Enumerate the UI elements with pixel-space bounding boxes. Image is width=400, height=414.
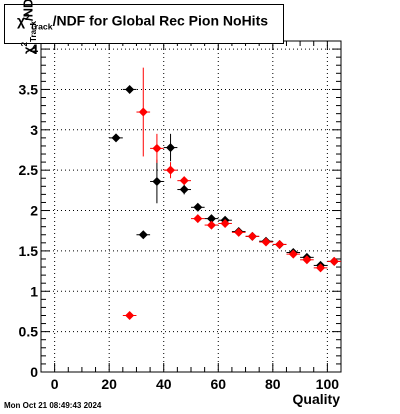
point-marker: [247, 231, 257, 241]
data-point: [218, 218, 232, 228]
point-marker: [206, 220, 216, 230]
data-point: [109, 133, 123, 143]
x-axis-label: Quality: [292, 391, 340, 407]
data-point: [245, 231, 260, 241]
data-point: [259, 237, 273, 247]
timestamp: Mon Oct 21 08:49:43 2024: [4, 401, 102, 410]
point-marker: [234, 227, 244, 237]
data-point: [327, 256, 341, 266]
point-marker: [316, 263, 326, 273]
ylabel-sub: Track: [28, 21, 38, 43]
x-tick-label: 20: [101, 376, 117, 392]
data-point: [122, 84, 137, 94]
data-point: [150, 159, 164, 204]
y-tick-label: 4: [30, 41, 38, 57]
point-marker: [193, 202, 203, 212]
data-point: [163, 133, 178, 162]
plot-frame: [40, 40, 342, 373]
point-marker: [275, 239, 285, 249]
data-point: [177, 176, 191, 186]
data-point: [204, 214, 219, 224]
y-tick-label: 3.5: [19, 81, 39, 97]
x-tick-label: 100: [316, 376, 340, 392]
grid-lines: [41, 41, 341, 373]
y-axis-label: χ2Track/NDF: [20, 0, 38, 54]
tick-labels: 0 20 40 60 80 100 0 0.5 1 1.5 2 2.5 3 3.5 4: [19, 41, 340, 392]
ylabel-suffix: /NDF: [20, 0, 36, 21]
point-marker: [193, 214, 203, 224]
y-tick-label: 1: [30, 283, 38, 299]
point-marker: [179, 185, 189, 195]
data-point: [163, 162, 178, 179]
ylabel-chi: χ: [20, 46, 36, 54]
title-sup: 2: [25, 12, 30, 22]
point-marker: [288, 249, 298, 259]
x-tick-label: 60: [210, 376, 226, 392]
data-point: [300, 255, 314, 265]
x-tick-label: 0: [51, 376, 59, 392]
chart-title-box: χ2Track/NDF for Global Rec Pion NoHits: [4, 4, 284, 44]
point-marker: [152, 176, 162, 186]
data-point: [122, 310, 137, 320]
point-marker: [166, 165, 176, 175]
data-point: [191, 202, 205, 212]
data-point: [150, 133, 164, 163]
point-marker: [179, 176, 189, 186]
y-tick-label: 3: [30, 122, 38, 138]
title-suffix: /NDF for Global Rec Pion NoHits: [52, 12, 269, 29]
y-tick-label: 1.5: [19, 243, 39, 259]
point-marker: [261, 237, 271, 247]
ylabel-sup: 2: [20, 42, 29, 47]
point-marker: [329, 256, 339, 266]
point-marker: [125, 84, 135, 94]
title-sub: Track: [29, 21, 53, 32]
y-axis-label-container: χ2Track/NDF: [2, 0, 38, 132]
data-point: [313, 263, 328, 273]
point-marker: [152, 143, 162, 153]
point-marker: [138, 230, 148, 240]
point-marker: [206, 214, 216, 224]
data-point: [136, 230, 151, 240]
data-points: [109, 67, 341, 320]
data-point: [231, 227, 246, 237]
data-point: [191, 214, 205, 224]
point-marker: [166, 143, 176, 153]
point-marker: [220, 218, 230, 228]
y-tick-label: 0: [30, 364, 38, 380]
chart-title: χ2Track/NDF for Global Rec Pion NoHits: [17, 12, 268, 31]
data-point: [286, 249, 301, 259]
point-marker: [302, 255, 312, 265]
point-marker: [125, 310, 135, 320]
y-tick-label: 2: [30, 203, 38, 219]
data-point: [204, 220, 219, 230]
x-tick-label: 80: [265, 376, 281, 392]
x-tick-label: 40: [156, 376, 172, 392]
title-chi: χ: [17, 12, 26, 29]
data-point: [177, 184, 191, 195]
y-tick-label: 0.5: [19, 324, 39, 340]
point-marker: [138, 107, 148, 117]
point-marker: [111, 133, 121, 143]
data-point: [272, 239, 287, 249]
axis-ticks: [40, 41, 342, 373]
y-tick-label: 2.5: [19, 162, 39, 178]
data-point: [136, 67, 151, 157]
